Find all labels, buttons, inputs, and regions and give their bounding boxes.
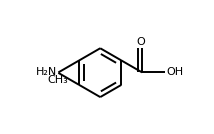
Text: H₂N: H₂N [36, 67, 57, 77]
Text: CH₃: CH₃ [48, 75, 68, 85]
Text: OH: OH [166, 67, 183, 77]
Text: O: O [136, 36, 145, 46]
